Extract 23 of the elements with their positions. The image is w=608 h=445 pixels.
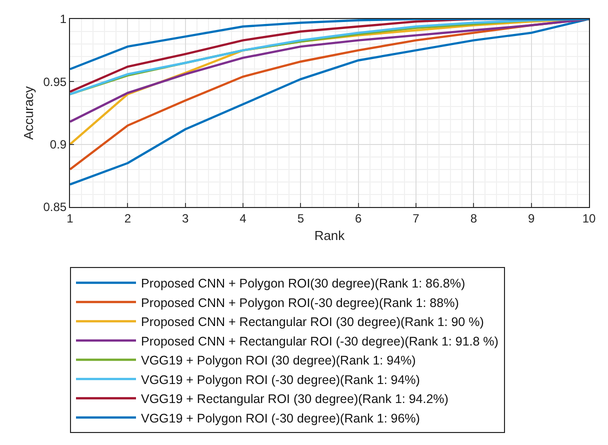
legend-label: Proposed CNN + Rectangular ROI (-30 degree)(Rank 1: 91.8 %) bbox=[141, 334, 498, 348]
y-tick-label: 0.9 bbox=[50, 138, 67, 152]
x-tick-label: 3 bbox=[182, 211, 189, 226]
legend-label: Proposed CNN + Rectangular ROI (30 degree)(Rank 1: 90 %) bbox=[141, 315, 484, 330]
y-tick-label: 0.85 bbox=[43, 200, 67, 214]
legend-label: VGG19 + Polygon ROI (-30 degree)(Rank 1: 96%) bbox=[141, 411, 420, 426]
x-tick-label: 2 bbox=[124, 211, 132, 226]
x-tick-label: 10 bbox=[582, 211, 596, 226]
x-tick-label: 9 bbox=[528, 211, 535, 226]
x-tick-label: 5 bbox=[297, 211, 304, 226]
x-tick-label: 8 bbox=[470, 211, 478, 226]
x-tick-label: 4 bbox=[240, 211, 247, 226]
y-tick-label: 0.95 bbox=[43, 74, 67, 89]
legend-label: VGG19 + Rectangular ROI (30 degree)(Rank 1: 94.2%) bbox=[141, 392, 448, 406]
legend-label: Proposed CNN + Polygon ROI(-30 degree)(Rank 1: 88%) bbox=[141, 296, 459, 310]
x-axis-title: Rank bbox=[314, 228, 346, 243]
legend-label: VGG19 + Polygon ROI (-30 degree)(Rank 1: 94%) bbox=[141, 372, 420, 387]
legend-label: Proposed CNN + Polygon ROI(30 degree)(Rank 1: 86.8%) bbox=[141, 276, 466, 291]
x-tick-label: 7 bbox=[412, 211, 420, 226]
x-tick-label: 6 bbox=[354, 211, 362, 226]
y-tick-label: 1 bbox=[60, 12, 67, 26]
legend-label: VGG19 + Polygon ROI (30 degree)(Rank 1: 94%) bbox=[141, 354, 416, 368]
y-axis-title: Accuracy bbox=[21, 86, 36, 140]
